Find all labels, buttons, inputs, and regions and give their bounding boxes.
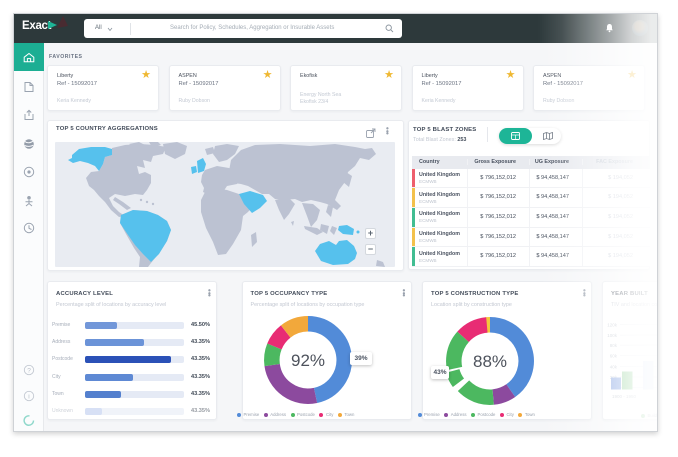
svg-text:120k: 120k bbox=[607, 323, 618, 328]
svg-text:80k: 80k bbox=[610, 343, 618, 348]
svg-text:88%: 88% bbox=[473, 352, 507, 371]
svg-text:92%: 92% bbox=[291, 351, 325, 370]
svg-text:1900 - 1950: 1900 - 1950 bbox=[612, 394, 637, 399]
svg-text:100k: 100k bbox=[607, 333, 618, 338]
svg-text:60k: 60k bbox=[610, 353, 618, 358]
svg-text:?: ? bbox=[27, 367, 31, 374]
svg-text:40k: 40k bbox=[610, 365, 618, 370]
svg-text:i: i bbox=[28, 393, 29, 400]
